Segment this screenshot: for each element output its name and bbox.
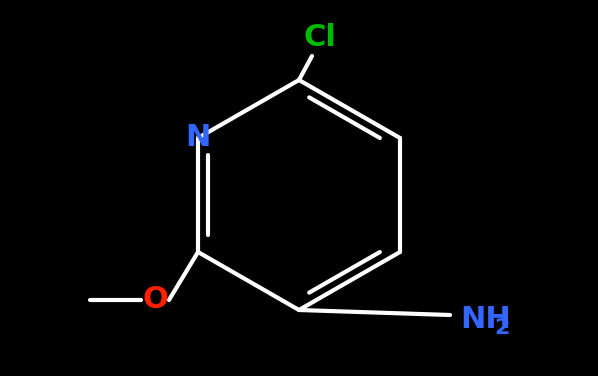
Text: N: N <box>185 123 210 153</box>
Text: O: O <box>142 285 168 314</box>
Text: Cl: Cl <box>304 23 337 53</box>
Text: 2: 2 <box>494 318 509 338</box>
Text: NH: NH <box>460 305 511 335</box>
